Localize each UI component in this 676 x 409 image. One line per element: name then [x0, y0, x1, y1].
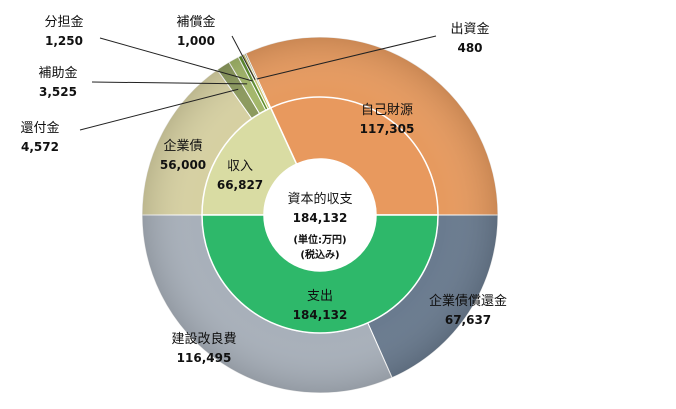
leader-line-7 [231, 35, 256, 80]
outer-value-1: 67,637 [445, 313, 491, 327]
center-title: 資本的収支 [287, 191, 352, 207]
data-labels: 収入 66,827 支出 184,132 自己財源 117,305 企業債償還金 67,637… [20, 14, 507, 365]
outer-label-3: 企業債 [163, 138, 202, 154]
outer-value-4: 4,572 [21, 140, 59, 154]
inner-label-2: 支出 [307, 289, 333, 304]
outer-label-2: 建設改良費 [171, 331, 236, 347]
outer-label-6: 分担金 [44, 14, 83, 30]
inner-value-0: 66,827 [217, 178, 263, 192]
center-unit: (単位:万円) [293, 233, 346, 246]
center-tax: (税込み) [300, 248, 339, 261]
center-hole [264, 159, 376, 271]
outer-value-7: 1,000 [177, 34, 215, 48]
outer-value-6: 1,250 [45, 34, 83, 48]
center-label: 資本的収支 184,132 (単位:万円) (税込み) [287, 191, 352, 261]
outer-label-5: 補助金 [38, 65, 77, 81]
hole-circle [264, 159, 376, 271]
outer-label-7: 補償金 [176, 14, 215, 30]
center-total: 184,132 [293, 211, 348, 225]
inner-value-2: 184,132 [293, 308, 348, 322]
outer-label-8: 出資金 [450, 21, 489, 37]
leader-line-4 [79, 88, 239, 131]
inner-label-0: 収入 [227, 159, 253, 174]
outer-value-2: 116,495 [177, 351, 232, 365]
outer-label-1: 企業債償還金 [429, 293, 507, 309]
outer-label-0: 自己財源 [361, 103, 413, 118]
outer-value-3: 56,000 [160, 158, 206, 172]
leader-line-6 [99, 37, 253, 82]
leader-line-8 [256, 35, 437, 80]
outer-value-0: 117,305 [360, 122, 415, 136]
inner-ring [201, 96, 439, 334]
leader-line-5 [91, 81, 248, 85]
outer-value-8: 480 [457, 41, 482, 55]
outer-label-4: 還付金 [20, 120, 59, 136]
leader-lines [79, 35, 437, 131]
outer-value-5: 3,525 [39, 85, 77, 99]
